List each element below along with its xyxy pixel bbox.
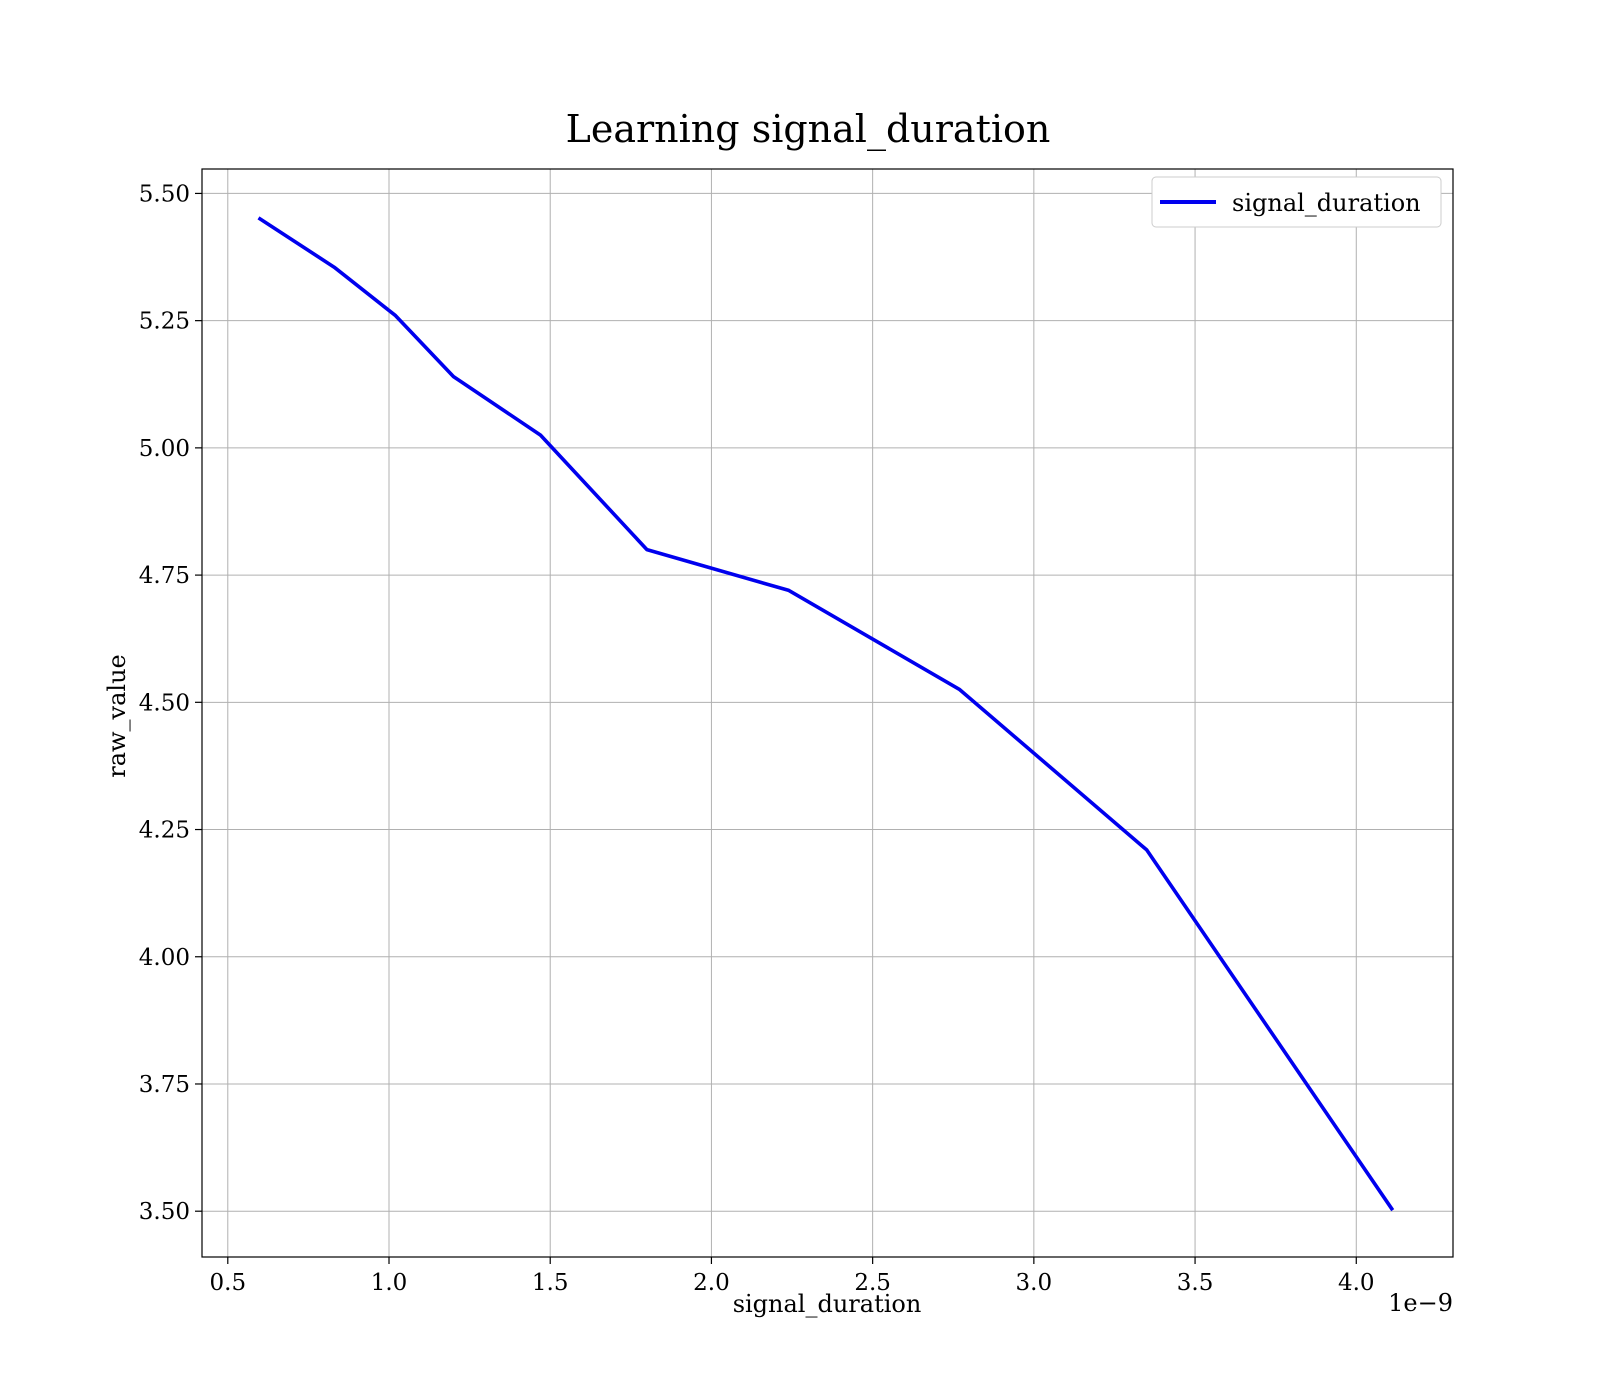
x-axis-offset-label: 1e−9 — [1388, 1289, 1453, 1317]
y-tick-label: 3.75 — [139, 1072, 190, 1098]
y-tick-label: 4.00 — [139, 945, 190, 971]
y-tick-label: 4.25 — [139, 818, 190, 844]
x-tick-label: 2.5 — [854, 1270, 891, 1296]
x-tick-label: 4.0 — [1338, 1270, 1375, 1296]
series-lines — [257, 216, 1395, 1212]
series-line-signal-duration — [257, 216, 1395, 1212]
x-tick-label: 3.5 — [1177, 1270, 1214, 1296]
y-tick-label: 4.50 — [139, 690, 190, 716]
y-tick-label: 5.50 — [139, 181, 190, 207]
legend: signal_duration — [1151, 176, 1442, 228]
x-axis-label: signal_duration — [733, 1290, 922, 1318]
plot-frame — [201, 168, 1454, 1258]
legend-label: signal_duration — [1232, 189, 1421, 217]
x-tick-label: 1.0 — [371, 1270, 408, 1296]
y-tick-label: 4.75 — [139, 563, 190, 589]
x-tick-label: 0.5 — [210, 1270, 247, 1296]
x-tick-label: 1.5 — [532, 1270, 569, 1296]
x-tick-label: 2.0 — [693, 1270, 730, 1296]
y-tick-label: 3.50 — [139, 1199, 190, 1225]
grid — [202, 169, 1453, 1257]
x-tick-label: 3.0 — [1016, 1270, 1053, 1296]
x-axis: 0.5 1.0 1.5 2.0 2.5 3.0 3.5 4.0 — [210, 1257, 1375, 1296]
chart-title: Learning signal_duration — [566, 107, 1051, 152]
legend-box — [1151, 176, 1442, 228]
y-tick-label: 5.00 — [139, 436, 190, 462]
y-axis-label: raw_value — [103, 654, 131, 778]
y-axis: 3.50 3.75 4.00 4.25 4.50 4.75 5.00 5.25 5.50 — [139, 181, 202, 1225]
y-tick-label: 5.25 — [139, 309, 190, 335]
